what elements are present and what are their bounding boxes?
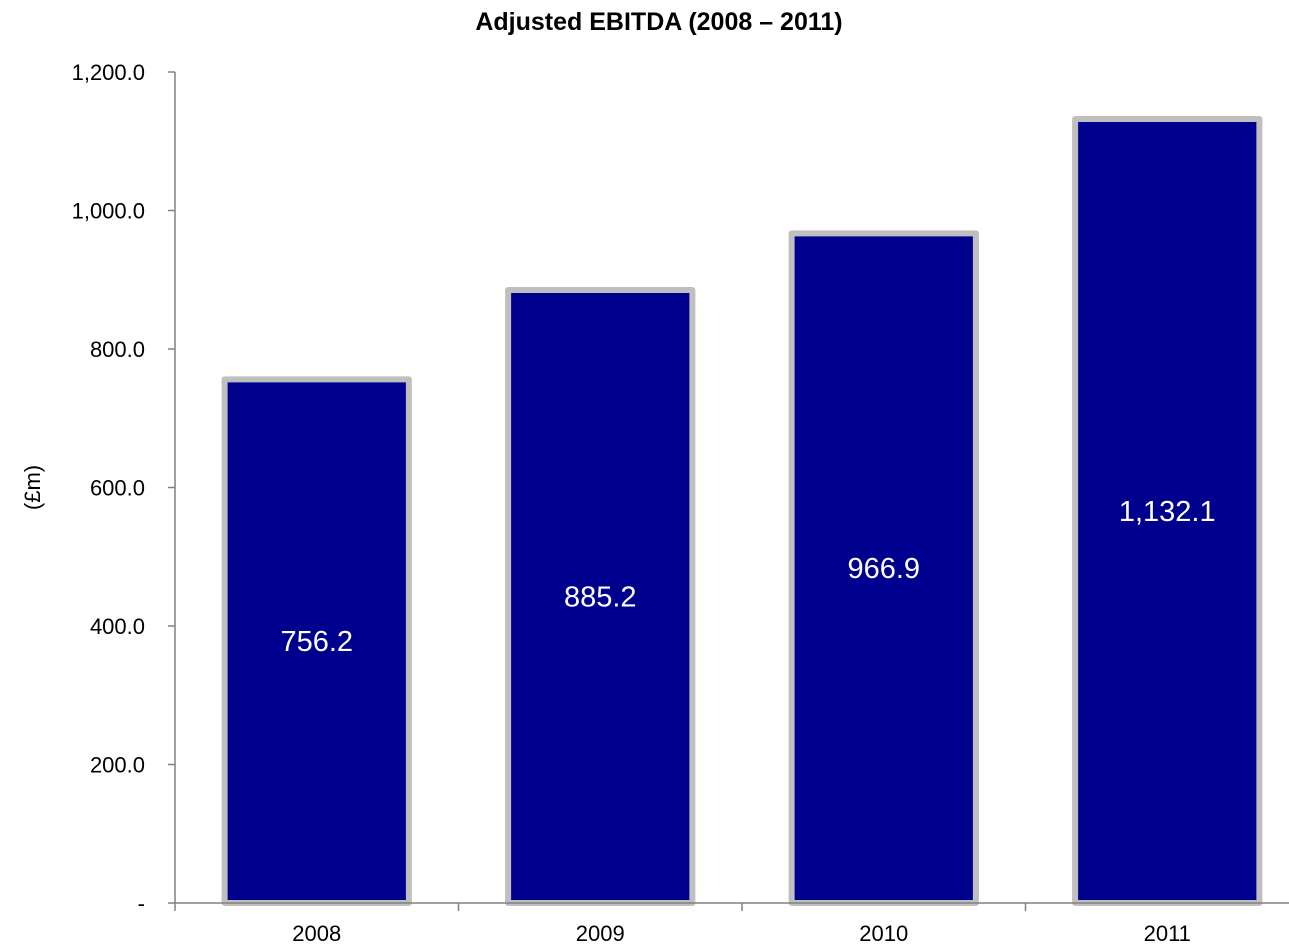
y-tick-label: 400.0 [90,614,145,639]
bar-2011 [1072,116,1263,906]
y-axis-title: (£m) [20,465,45,510]
bar-2009 [505,286,696,906]
bar-value-label: 756.2 [280,626,353,658]
bar-value-label: 966.9 [847,553,920,585]
x-tick-label: 2009 [576,921,625,946]
x-tick-label: 2010 [859,921,908,946]
y-tick-label: 1,200.0 [72,60,145,85]
y-axis-ticks: - 200.0 400.0 600.0 800.0 1,000.0 1,200.0 [72,60,175,916]
bar-value-label: 1,132.1 [1119,496,1216,528]
y-tick-label: - [138,891,145,916]
chart-title: Adjusted EBITDA (2008 – 2011) [475,8,843,36]
x-axis-ticks: 2008 2009 2010 2011 [174,903,1191,946]
bar-value-label: 885.2 [564,581,637,613]
x-tick-label: 2011 [1144,921,1191,946]
y-tick-label: 1,000.0 [72,199,145,224]
y-tick-label: 800.0 [90,337,145,362]
y-tick-label: 600.0 [90,476,145,501]
bar-2008 [221,376,412,907]
y-tick-label: 200.0 [90,753,145,778]
x-tick-label: 2008 [292,921,341,946]
bars: 756.2 885.2 966.9 1,132.1 [221,116,1263,907]
